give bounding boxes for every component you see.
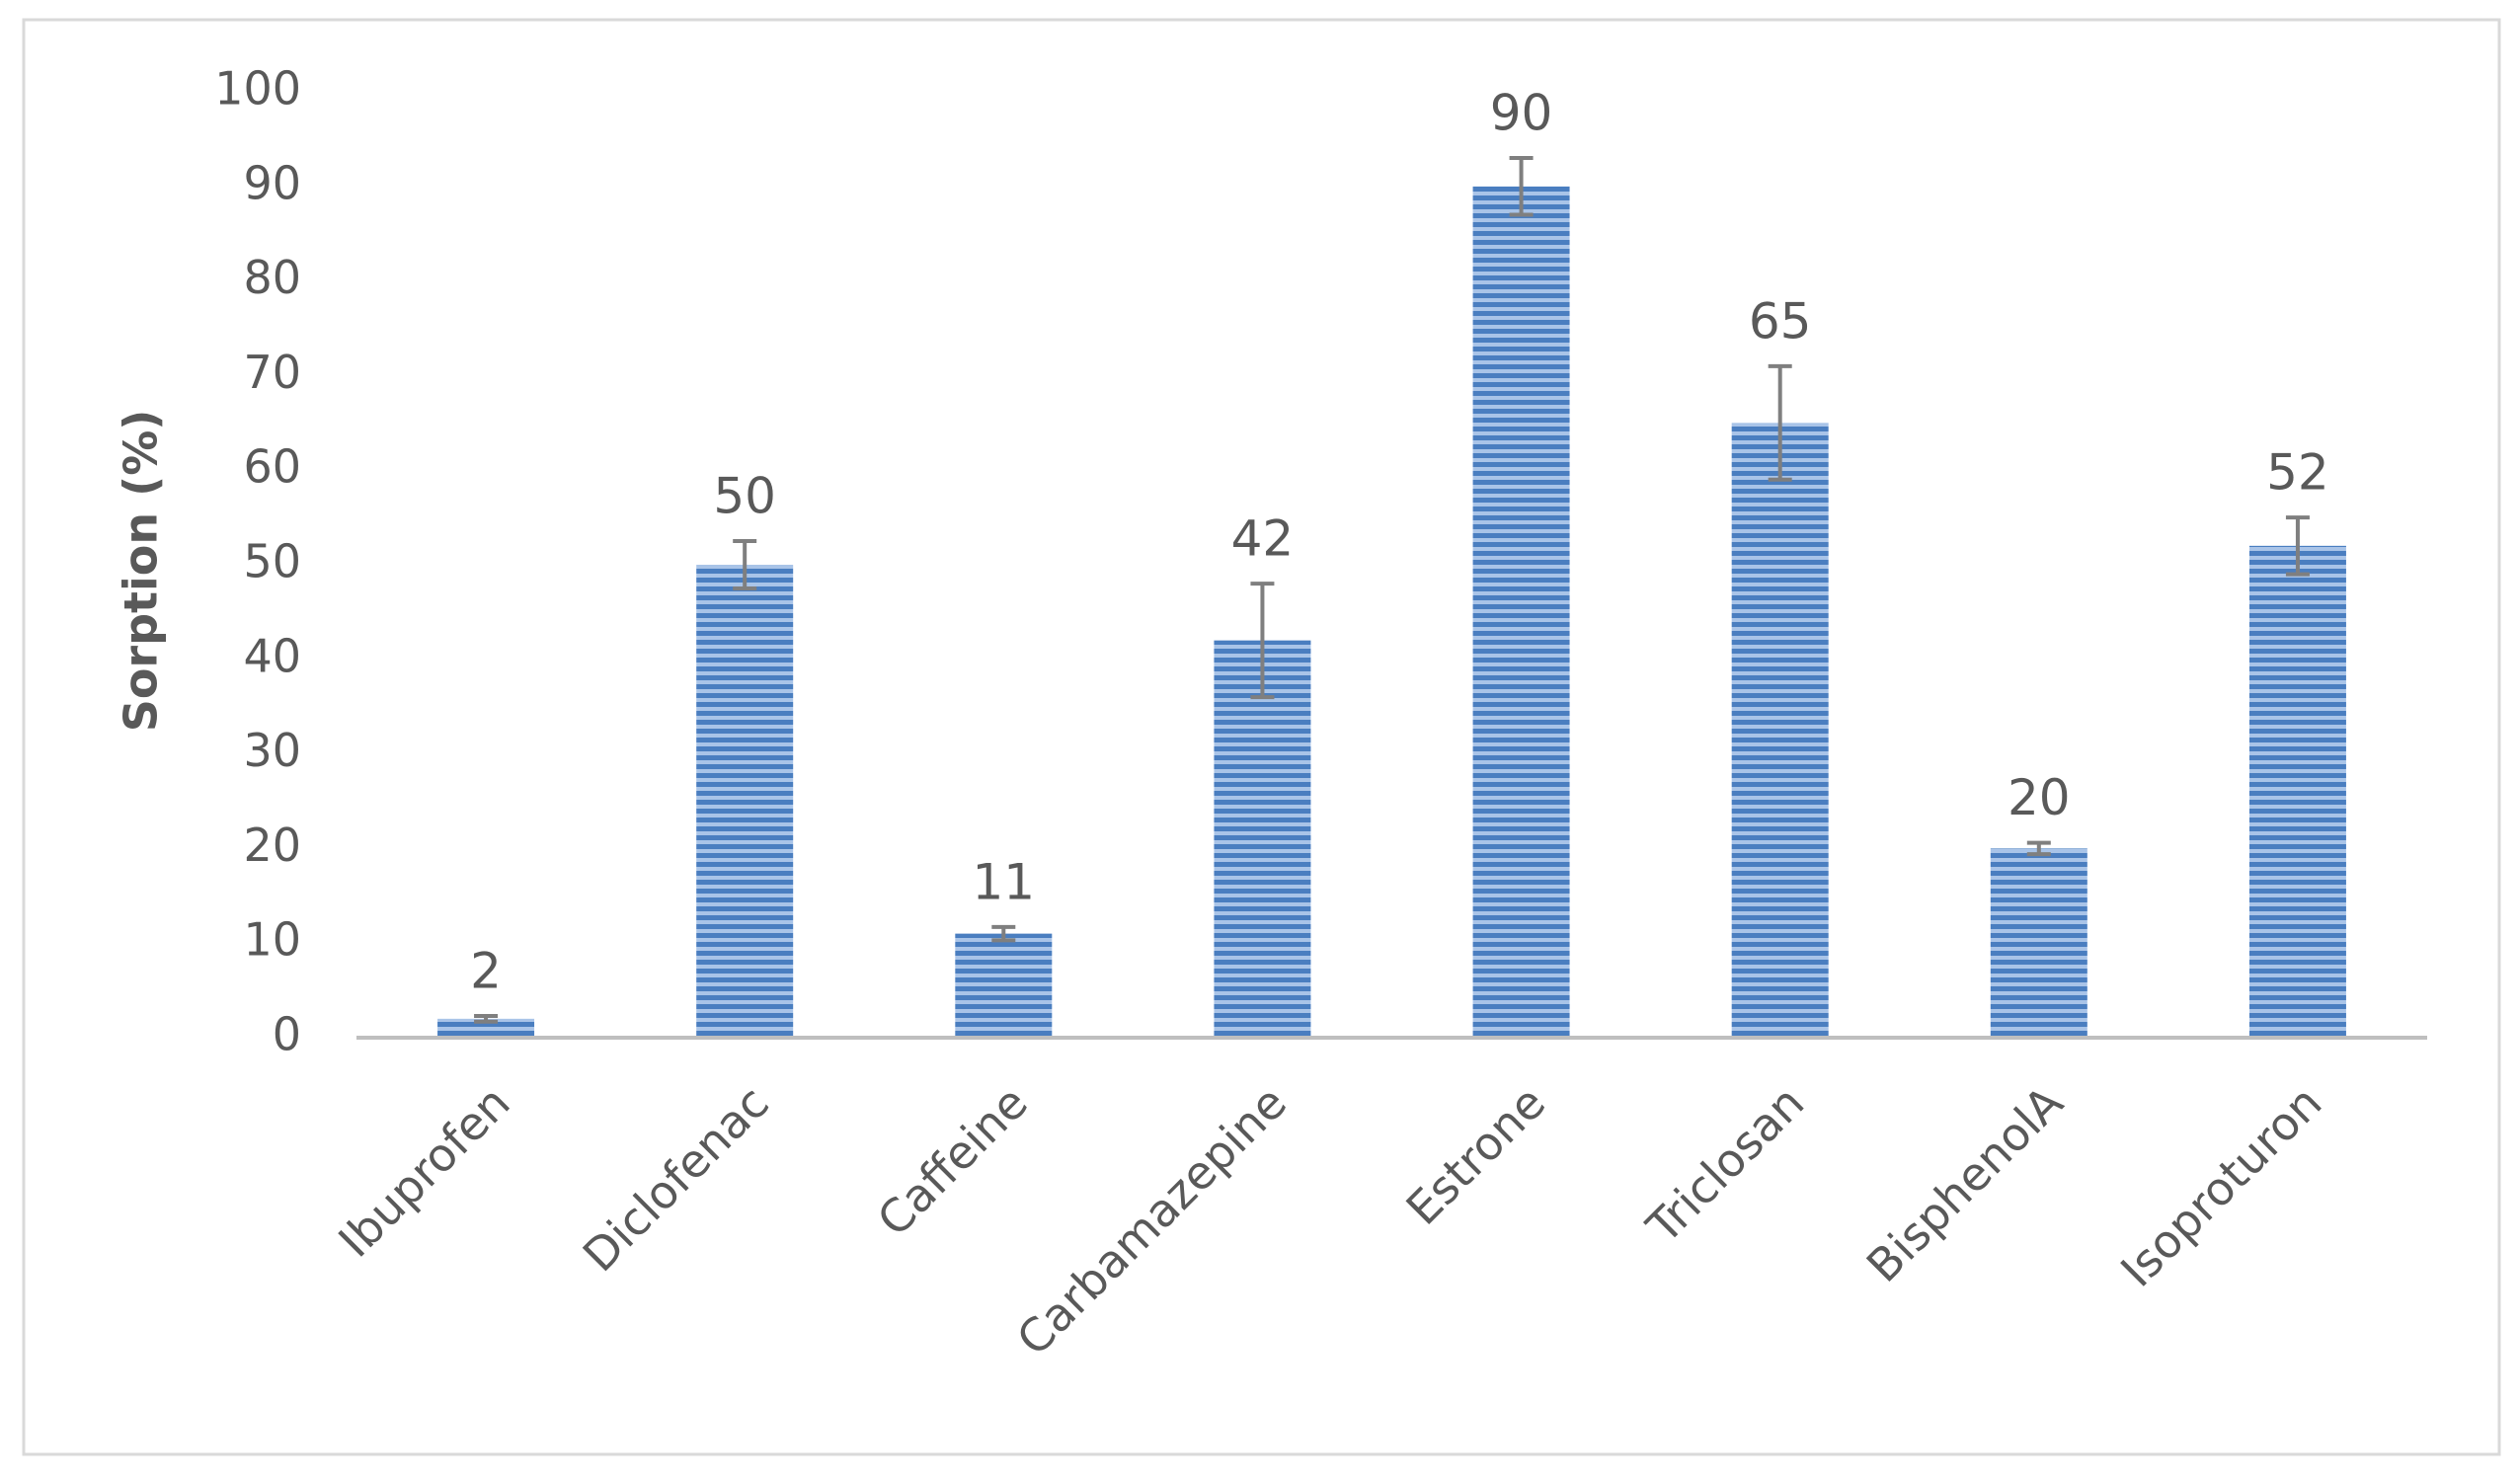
y-tick-label: 100: [214, 62, 301, 116]
y-tick-label: 50: [243, 535, 301, 588]
bar: [955, 933, 1053, 1038]
value-label: 20: [2008, 769, 2071, 826]
value-label: 90: [1490, 85, 1553, 142]
value-label: 52: [2266, 444, 2329, 502]
value-label: 50: [713, 468, 776, 525]
bar: [1214, 640, 1311, 1038]
value-label: 65: [1749, 292, 1812, 350]
bar: [437, 1018, 535, 1038]
y-tick-label: 30: [243, 724, 301, 777]
y-tick-label: 60: [243, 440, 301, 494]
error-bar: [991, 924, 1016, 943]
error-bar: [733, 539, 757, 590]
error-bar: [2026, 840, 2051, 857]
value-label: 2: [470, 942, 502, 999]
bar: [696, 565, 794, 1038]
error-bar: [1250, 582, 1275, 700]
y-axis-label: Sorption (%): [115, 410, 168, 733]
error-bar: [474, 1013, 499, 1024]
error-bar: [1509, 156, 1534, 217]
error-bar: [1768, 363, 1792, 482]
bar: [1472, 186, 1570, 1039]
y-tick-label: 80: [243, 251, 301, 304]
y-tick-label: 70: [243, 346, 301, 399]
bar: [1731, 423, 1829, 1038]
bar: [1990, 848, 2087, 1038]
y-tick-label: 10: [243, 913, 301, 967]
value-label: 42: [1231, 510, 1295, 568]
y-tick-label: 90: [243, 156, 301, 209]
error-bar: [2285, 515, 2310, 577]
y-tick-label: 40: [243, 629, 301, 682]
value-label: 11: [973, 853, 1036, 910]
y-tick-label: 0: [273, 1008, 301, 1061]
bar: [2248, 545, 2346, 1038]
y-tick-label: 20: [243, 818, 301, 872]
